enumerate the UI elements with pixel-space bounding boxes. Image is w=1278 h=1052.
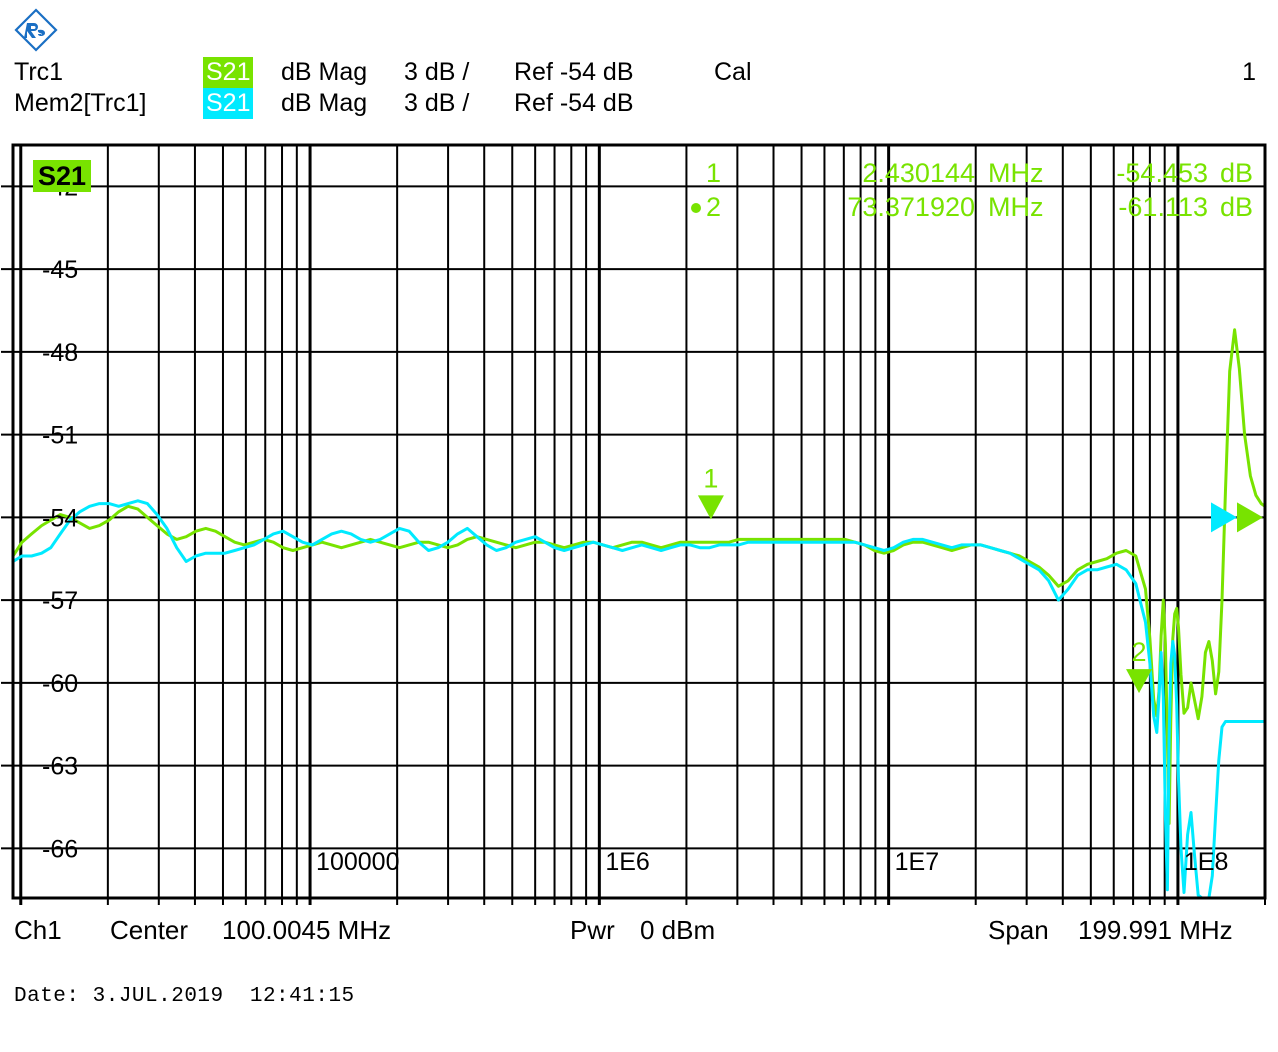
trace-format-mem2: dB Mag (281, 89, 368, 117)
plot-border (11, 143, 1267, 900)
cal-status: Cal (714, 58, 752, 86)
trace-lines (11, 328, 1267, 900)
trace-ref-mem2: Ref -54 dB (514, 89, 634, 117)
axis-tick-marks (1, 185, 1266, 905)
trace-scale-mem2: 3 dB / (404, 89, 470, 117)
trace-scale-trc1: 3 dB / (404, 58, 470, 86)
ref-marker-mem2[interactable] (1211, 502, 1237, 533)
trace-ref-trc1: Ref -54 dB (514, 58, 634, 86)
span-value[interactable]: 199.991 MHz (1078, 915, 1233, 945)
trace-path-mem2 (11, 499, 1267, 900)
trace-header: Trc1 S21 dB Mag 3 dB / Ref -54 dB Cal 1 … (14, 57, 1264, 119)
y-tick-label: -54 (42, 504, 78, 532)
channel-label[interactable]: Ch1 (14, 915, 62, 945)
ref-marker-trc1[interactable] (1237, 502, 1263, 533)
center-freq-value[interactable]: 100.0045 MHz (222, 915, 392, 945)
y-axis-labels: -42-45-48-51-54-57-60-63-66 (42, 173, 78, 863)
y-tick-label: -60 (42, 670, 78, 698)
trace-format-trc1: dB Mag (281, 58, 368, 86)
x-tick-label: 1E7 (895, 848, 939, 876)
channel-indicator: 1 (1242, 58, 1256, 86)
trace-param-mem2[interactable]: S21 (203, 88, 254, 119)
marker-1-symbol[interactable] (697, 495, 724, 520)
y-tick-label: -66 (42, 835, 78, 863)
trace-name-mem2: Mem2[Trc1] (14, 89, 147, 117)
y-tick-label: -48 (42, 339, 78, 367)
trace-name-trc1: Trc1 (14, 58, 64, 86)
grid-horizontal (13, 185, 1265, 850)
y-tick-label: -63 (42, 753, 78, 781)
marker-symbols[interactable]: 12 (697, 463, 1153, 694)
marker-2-symbol[interactable] (1126, 669, 1153, 694)
plot-badge-s21[interactable]: S21 (33, 160, 92, 192)
date-time-footer: Date: 3.JUL.2019 12:41:15 (14, 985, 355, 1008)
power-value[interactable]: 0 dBm (640, 915, 716, 945)
graph-area[interactable]: 12 -42-45-48-51-54-57-60-63-66 1000001E6… (0, 140, 1278, 905)
channel-settings-bar: Ch1 Center 100.0045 MHz Pwr 0 dBm Span 1… (0, 910, 1278, 950)
x-tick-label: 100000 (316, 848, 399, 876)
reference-markers[interactable] (1211, 502, 1263, 533)
marker-2-label: 2 (1132, 637, 1147, 667)
x-axis-labels: 100000 1E6 1E7 1E8 (316, 848, 1228, 876)
center-freq-label: Center (110, 915, 189, 945)
trace-row-mem2[interactable]: Mem2[Trc1] S21 dB Mag 3 dB / Ref -54 dB (14, 88, 1264, 119)
rohde-schwarz-logo (14, 8, 58, 52)
marker-1-label: 1 (703, 463, 718, 493)
y-tick-label: -51 (42, 422, 78, 450)
grid-minor (106, 145, 1266, 898)
s21-log-sweep-chart[interactable]: 12 -42-45-48-51-54-57-60-63-66 1000001E6… (0, 140, 1278, 905)
x-tick-label: 1E6 (605, 848, 649, 876)
power-label: Pwr (570, 915, 615, 945)
y-tick-label: -45 (42, 256, 78, 284)
trace-row-trc1[interactable]: Trc1 S21 dB Mag 3 dB / Ref -54 dB Cal 1 (14, 57, 1264, 88)
span-label: Span (988, 915, 1049, 945)
y-tick-label: -57 (42, 587, 78, 615)
x-tick-label: 1E8 (1184, 848, 1228, 876)
trace-param-trc1[interactable]: S21 (203, 57, 254, 88)
